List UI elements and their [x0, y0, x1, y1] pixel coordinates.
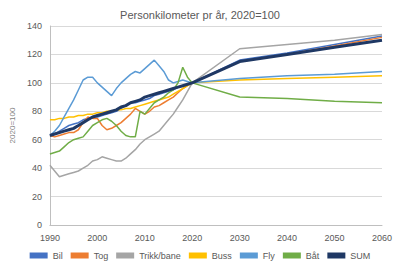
svg-text:2030: 2030 [230, 233, 250, 243]
svg-text:140: 140 [27, 21, 42, 31]
svg-text:Trikk/bane: Trikk/bane [139, 251, 181, 261]
svg-text:2010: 2010 [135, 233, 155, 243]
svg-text:60: 60 [32, 135, 42, 145]
svg-text:Båt: Båt [306, 251, 320, 261]
svg-text:2000: 2000 [87, 233, 107, 243]
svg-text:80: 80 [32, 106, 42, 116]
svg-text:2020=100: 2020=100 [8, 107, 17, 143]
svg-text:Buss: Buss [212, 251, 233, 261]
svg-text:2060: 2060 [372, 233, 392, 243]
svg-text:2040: 2040 [277, 233, 297, 243]
svg-text:0: 0 [37, 220, 42, 230]
svg-text:2050: 2050 [325, 233, 345, 243]
svg-text:2020: 2020 [182, 233, 202, 243]
svg-text:Personkilometer pr år, 2020=10: Personkilometer pr år, 2020=100 [120, 9, 280, 21]
svg-text:1990: 1990 [40, 233, 60, 243]
svg-text:Fly: Fly [263, 251, 275, 261]
svg-text:Bil: Bil [53, 251, 63, 261]
svg-text:SUM: SUM [350, 251, 370, 261]
svg-text:Tog: Tog [94, 251, 109, 261]
svg-text:40: 40 [32, 163, 42, 173]
svg-text:120: 120 [27, 49, 42, 59]
svg-text:100: 100 [27, 78, 42, 88]
svg-text:20: 20 [32, 192, 42, 202]
